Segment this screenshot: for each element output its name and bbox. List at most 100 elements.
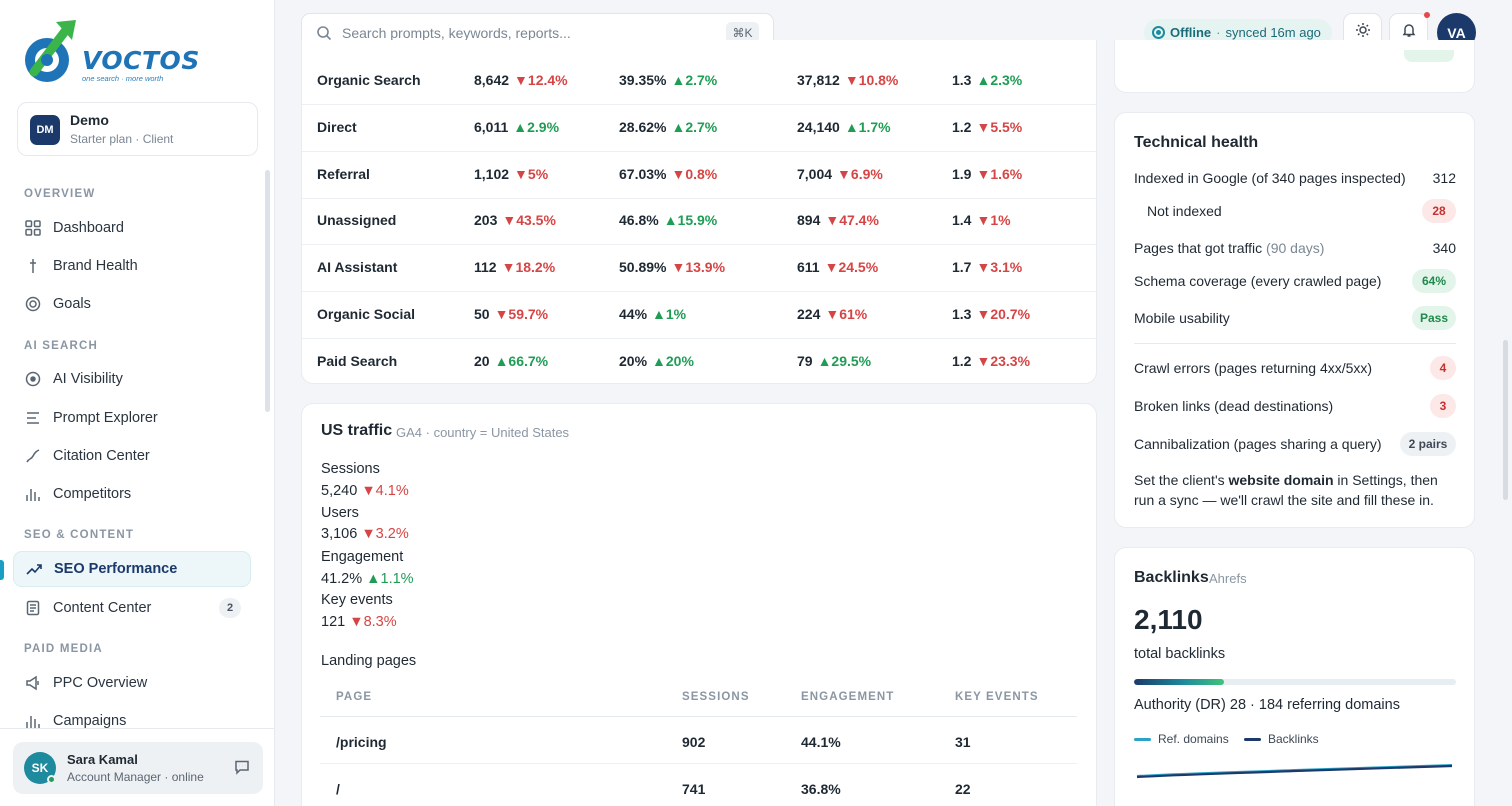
table-row[interactable]: Organic Social 50 ▼59.7% 44% ▲1% 224 ▼61% 1.3 ▼2… (302, 292, 1096, 339)
sidebar-item-ai-visibility[interactable]: AI Visibility (13, 361, 251, 397)
cell-value: 894 (797, 212, 821, 229)
search-input[interactable] (342, 23, 712, 43)
sidebar-item-campaigns[interactable]: Campaigns (13, 703, 251, 739)
page-path[interactable]: /pricing (336, 734, 387, 750)
client-switcher[interactable]: DM Demo Starter plan · Client (17, 102, 258, 156)
cell-value: 50 (474, 306, 490, 322)
metric-cell: 28.62% ▲2.7% (619, 119, 717, 135)
nav-section-seo-content: SEO & CONTENT (24, 529, 135, 541)
user-role: Account Manager · online (67, 770, 204, 784)
status-badge: 3 (1430, 394, 1456, 418)
legend-ref-domains: Ref. domains (1134, 732, 1229, 746)
us-traffic-subtitle: GA4 · country = United States (396, 425, 570, 440)
table-header-divider (320, 716, 1077, 717)
page-path[interactable]: / (336, 781, 340, 797)
metric-key-events-value: 121 ▼8.3% (321, 614, 397, 630)
cell-delta: ▲2.9% (513, 118, 560, 135)
table-row[interactable]: Direct 6,011 ▲2.9% 28.62% ▲2.7% 24,140 ▲1.7% 1.… (302, 105, 1096, 152)
table-row[interactable]: / 741 36.8% 22 (320, 764, 1077, 806)
sidebar-item-ppc-overview[interactable]: PPC Overview (13, 665, 251, 701)
sidebar-scrollbar[interactable] (265, 170, 270, 412)
table-row[interactable]: /pricing 902 44.1% 31 (320, 717, 1077, 764)
sidebar-item-label: Goals (53, 296, 91, 312)
metric-cell: 203 ▼43.5% (474, 212, 556, 228)
column-header-key-events[interactable]: KEY EVENTS (955, 691, 1039, 703)
sidebar-item-seo-performance[interactable]: SEO Performance (13, 551, 251, 587)
cell-value: 224 (797, 306, 821, 322)
cell-delta: ▲2.7% (671, 72, 718, 88)
sidebar-item-prompt-explorer[interactable]: Prompt Explorer (13, 400, 251, 436)
note-text: in Settings, then run a sync — we'll cra… (1134, 472, 1438, 508)
chat-icon[interactable] (234, 759, 250, 775)
not-indexed-row[interactable]: Not indexed 28 (1134, 199, 1456, 223)
row-label: Broken links (dead destinations) (1134, 398, 1334, 414)
row-label: Indexed in Google (of 340 pages inspecte… (1134, 170, 1406, 186)
channel-name: Organic Search (317, 72, 421, 88)
sessions-value: 902 (682, 734, 706, 750)
cell-delta: ▲2.7% (671, 118, 718, 135)
metric-cell: 894 ▼47.4% (797, 212, 879, 228)
note-text: Set the client's (1134, 472, 1229, 488)
metric-delta: ▼8.3% (349, 614, 397, 630)
column-header-page[interactable]: PAGE (336, 691, 373, 703)
sidebar-item-content-center[interactable]: Content Center 2 (13, 590, 251, 626)
table-row[interactable]: Referral 1,102 ▼5% 67.03% ▼0.8% 7,004 ▼6.9% 1.9… (302, 152, 1096, 199)
cell-value: 39.35% (619, 72, 667, 88)
previous-card-bottom (1114, 40, 1475, 93)
page-scrollbar[interactable] (1503, 340, 1508, 500)
metric-cell: 37,812 ▼10.8% (797, 72, 898, 88)
metric-value: 121 (321, 614, 346, 630)
backlinks-line (1136, 764, 1453, 779)
sidebar-item-dashboard[interactable]: Dashboard (13, 210, 251, 246)
indexed-row: Indexed in Google (of 340 pages inspecte… (1134, 166, 1456, 190)
logo-tagline: one search · more worth (82, 74, 164, 83)
backlinks-total: 2,110 (1134, 604, 1203, 635)
metric-key-events-label: Key events (321, 592, 393, 608)
sidebar-item-citation-center[interactable]: Citation Center (13, 438, 251, 474)
metric-cell: 67.03% ▼0.8% (619, 166, 717, 182)
sidebar-item-label: Dashboard (53, 220, 124, 236)
cell-value: 50.89% (619, 259, 667, 276)
sidebar: VOCTOS one search · more worth DM Demo S… (0, 0, 275, 806)
column-header-sessions[interactable]: SESSIONS (682, 691, 750, 703)
connection-status: Offline (1170, 25, 1212, 40)
bell-icon (1401, 22, 1417, 43)
cannibalization-row[interactable]: Cannibalization (pages sharing a query) … (1134, 432, 1456, 456)
backlinks-caption: total backlinks (1134, 646, 1226, 662)
sidebar-item-label: PPC Overview (53, 675, 148, 691)
us-traffic-title: US traffic (321, 422, 393, 439)
cell-delta: ▲20% (652, 352, 694, 369)
table-row[interactable]: Paid Search 20 ▲66.7% 20% ▲20% 79 ▲29.5% 1.2 ▼23… (302, 339, 1096, 386)
cell-value: 37,812 (797, 72, 840, 88)
crawl-errors-row[interactable]: Crawl errors (pages returning 4xx/5xx) 4 (1134, 356, 1456, 380)
schema-coverage-row[interactable]: Schema coverage (every crawled page) 64% (1134, 269, 1456, 293)
cell-delta: ▲1.7% (844, 118, 891, 135)
cell-value: 112 (474, 259, 497, 276)
channels-card (301, 40, 1097, 384)
metric-delta: ▼4.1% (361, 483, 409, 499)
column-header-engagement[interactable]: ENGAGEMENT (801, 691, 895, 703)
cell-delta: ▲15.9% (663, 212, 718, 229)
table-row[interactable]: AI Assistant 112 ▼18.2% 50.89% ▼13.9% 611 ▼24.… (302, 245, 1096, 293)
table-row[interactable]: Organic Search 8,642 ▼12.4% 39.35% ▲2.7% 37,8… (302, 58, 1096, 105)
us-traffic-card (301, 403, 1097, 806)
user-card[interactable]: SK Sara Kamal Account Manager · online (13, 742, 263, 794)
broken-links-row[interactable]: Broken links (dead destinations) 3 (1134, 394, 1456, 418)
cell-delta: ▲29.5% (817, 352, 872, 369)
row-label: Cannibalization (pages sharing a query) (1134, 436, 1382, 452)
mobile-usability-row[interactable]: Mobile usability Pass (1134, 306, 1456, 330)
metric-value: 3,106 (321, 526, 358, 542)
sidebar-item-competitors[interactable]: Competitors (13, 476, 251, 512)
sidebar-item-brand-health[interactable]: Brand Health (13, 248, 251, 284)
client-name: Demo (70, 112, 109, 128)
cell-value: 203 (474, 212, 498, 229)
cell-value: 1.2 (952, 118, 972, 135)
table-row[interactable]: Unassigned 203 ▼43.5% 46.8% ▲15.9% 894 ▼47.4% 1… (302, 198, 1096, 246)
voctos-logo[interactable]: VOCTOS one search · more worth (20, 16, 199, 88)
cell-value: 67.03% (619, 165, 667, 182)
cell-delta: ▼1.6% (976, 165, 1023, 182)
sidebar-item-goals[interactable]: Goals (13, 286, 251, 322)
cell-value: 8,642 (474, 72, 510, 88)
row-label: Mobile usability (1134, 310, 1230, 326)
cell-delta: ▼23.3% (976, 352, 1031, 369)
